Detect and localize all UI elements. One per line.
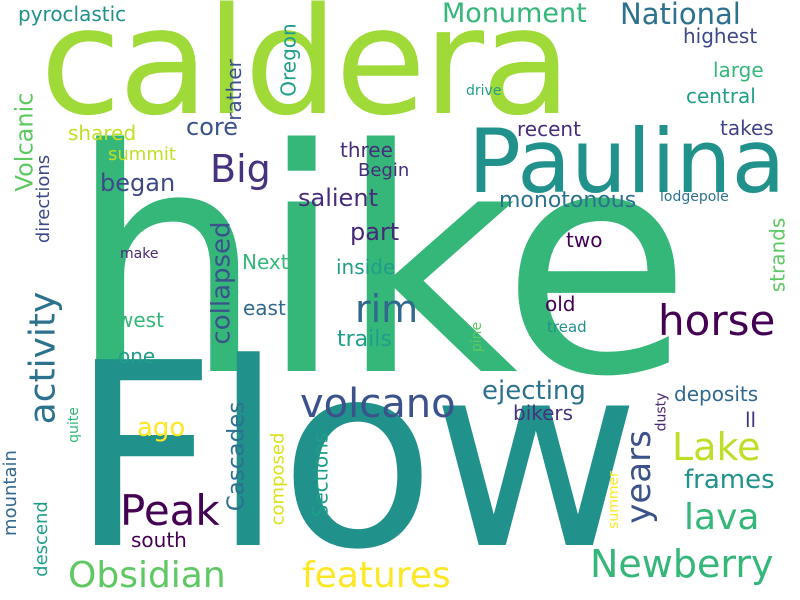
word-dusty: dusty (653, 392, 670, 432)
word-began: began (100, 169, 176, 197)
word-frames: frames (684, 465, 775, 495)
word-tread: tread (547, 318, 587, 336)
word-central: central (686, 84, 756, 108)
word-shared: shared (68, 121, 137, 145)
word-obsidian: Obsidian (68, 555, 226, 596)
word-takes: takes (720, 116, 774, 140)
word-paulina: Paulina (468, 110, 786, 213)
word-three: three (340, 138, 393, 162)
word-rim: rim (355, 287, 419, 331)
word-sections: Sections (308, 432, 333, 518)
word-salient: salient (298, 184, 378, 212)
word-one: one (118, 344, 156, 368)
word-activity: activity (22, 291, 64, 425)
word-begin: Begin (358, 160, 410, 181)
word-recent: recent (517, 117, 581, 141)
word-part: part (350, 218, 400, 246)
word-two: two (566, 228, 603, 252)
word-inside: inside (336, 255, 396, 279)
word-summit: summit (108, 144, 176, 165)
word-strands: strands (765, 217, 790, 293)
word-caldera: caldera (40, 0, 572, 148)
word-ll: ll (745, 408, 757, 432)
word-directions: directions (33, 154, 55, 244)
word-big: Big (210, 147, 271, 191)
word-summer: summer (605, 471, 622, 529)
word-newberry: Newberry (590, 542, 774, 586)
word-mountain: mountain (0, 450, 21, 536)
word-west: west (117, 308, 164, 332)
word-monument: Monument (442, 0, 587, 29)
word-core: core (186, 113, 238, 141)
word-south: south (131, 528, 187, 552)
word-lava: lava (684, 497, 760, 538)
word-bikers: bikers (513, 401, 574, 425)
word-make: make (120, 246, 159, 262)
word-collapsed: collapsed (206, 221, 237, 345)
word-descend: descend (30, 501, 52, 577)
word-highest: highest (683, 24, 758, 48)
word-composed: composed (267, 432, 289, 526)
word-hike: hike (68, 84, 692, 445)
word-lake: Lake (672, 425, 761, 469)
word-horse: horse (658, 296, 776, 345)
word-next: Next (242, 250, 289, 274)
word-pine: pine (469, 321, 486, 353)
word-drive: drive (466, 83, 502, 99)
word-quite: quite (65, 407, 82, 443)
word-lodgepole: lodgepole (660, 189, 729, 205)
word-pyroclastic: pyroclastic (18, 2, 127, 26)
word-cascades: Cascades (223, 401, 250, 512)
word-volcano: volcano (300, 381, 456, 427)
word-large: large (713, 58, 764, 82)
word-features: features (302, 555, 451, 596)
word-peak: Peak (120, 486, 220, 535)
word-monotonous: monotonous (499, 188, 637, 213)
word-east: east (243, 296, 286, 320)
word-rather: rather (221, 59, 246, 121)
word-years: years (618, 430, 659, 524)
word-national: National (620, 0, 741, 31)
word-ago: ago (137, 413, 186, 443)
word-oregon: Oregon (276, 23, 301, 97)
word-deposits: deposits (674, 382, 759, 406)
word-old: old (545, 292, 576, 316)
word-flow: Flow (70, 309, 640, 600)
word-ejecting: ejecting (482, 376, 586, 406)
word-trails: trails (337, 327, 392, 352)
